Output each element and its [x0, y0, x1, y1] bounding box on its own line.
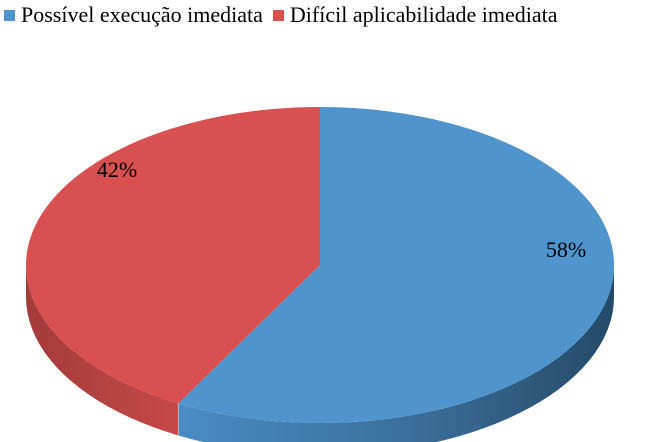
legend-item-dificil: Difícil aplicabilidade imediata [272, 2, 558, 28]
legend-item-possivel: Possível execução imediata [4, 2, 263, 28]
pie-slice-possivel [178, 107, 614, 423]
legend-label-possivel: Possível execução imediata [21, 2, 263, 27]
pie-slice-dificil [25, 107, 320, 404]
chart-legend: Possível execução imediata Difícil aplic… [4, 2, 557, 28]
pie-top-layer [25, 107, 614, 423]
pie-side-dificil [26, 265, 179, 436]
legend-swatch-blue [4, 9, 15, 21]
slice-label-possivel: 58% [546, 237, 586, 262]
slice-label-dificil: 42% [97, 157, 137, 182]
legend-swatch-red [272, 9, 284, 21]
pie-side-layer [26, 265, 614, 442]
pie-side-possivel [178, 265, 614, 442]
pie-label-layer: 58% 42% [97, 157, 586, 262]
legend-label-dificil: Difícil aplicabilidade imediata [289, 2, 558, 27]
